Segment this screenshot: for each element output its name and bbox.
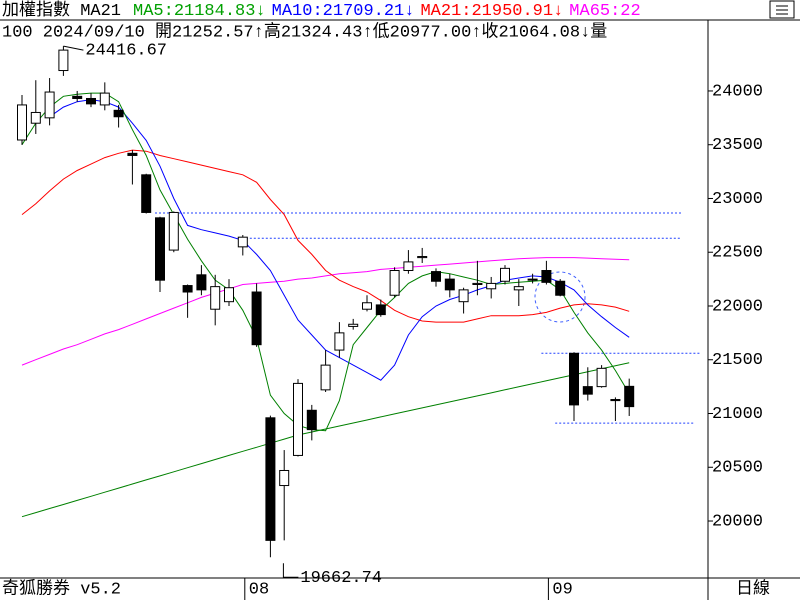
ma-label: MA10:21709.21: [272, 2, 405, 21]
y-tick-label: 23500: [712, 136, 763, 155]
candle-body: [99, 92, 110, 106]
candle-body: [44, 91, 55, 119]
candle-body: [472, 282, 483, 285]
y-tick-label: 24000: [712, 82, 763, 101]
candle-body: [403, 261, 414, 272]
candle-body: [458, 289, 469, 303]
status-line: 100 2024/09/10 開21252.57↑高21324.43↑低2097…: [2, 21, 607, 42]
ma-line: [21, 149, 630, 323]
annotation-leader: [282, 563, 299, 578]
candle-body: [486, 282, 497, 290]
y-tick-label: 20500: [712, 459, 763, 478]
candle-body: [58, 49, 69, 72]
candle-body: [582, 386, 593, 395]
x-tick-label: 09: [552, 580, 572, 599]
candle-body: [86, 97, 96, 105]
candle-body: [348, 323, 359, 327]
candle-body: [334, 332, 345, 351]
ma-label: MA65:22: [569, 2, 640, 21]
x-tick-label: 08: [249, 580, 269, 599]
candle-body: [417, 256, 428, 259]
y-tick-label: 22000: [712, 297, 763, 316]
candle-body: [224, 287, 234, 303]
candle-body: [375, 304, 386, 316]
period[interactable]: 日線: [736, 578, 770, 599]
candle-body: [596, 367, 607, 388]
candle-body: [444, 278, 455, 291]
candle-body: [513, 286, 524, 291]
candle-body: [182, 285, 193, 293]
ma-line: [21, 257, 630, 366]
y-tick-label: 21000: [712, 405, 763, 424]
ma-label: MA21:21950.91: [420, 2, 553, 21]
ma-arrow: ↓: [553, 2, 563, 21]
candle-body: [555, 280, 566, 296]
footer: 奇狐勝券 v5.2: [2, 578, 121, 599]
candle-body: [362, 302, 372, 310]
candle-body: [279, 469, 290, 487]
candle-body: [237, 236, 248, 248]
annotation-leader: [63, 45, 84, 51]
ma-arrow: ↓: [255, 2, 265, 21]
highlight-circle: [534, 271, 586, 323]
candle-body: [141, 174, 152, 213]
candle-body: [569, 352, 579, 406]
chart-title: 加權指數 MA21: [2, 0, 121, 21]
candle-body: [431, 271, 441, 282]
candle-body: [113, 109, 124, 118]
candle-body: [320, 364, 331, 391]
annotation: 24416.67: [85, 42, 167, 61]
y-tick-label: 20000: [712, 513, 763, 532]
candle-body: [17, 104, 27, 141]
ma-line: [21, 362, 630, 518]
candle-body: [541, 270, 552, 283]
window-icon[interactable]: [769, 0, 795, 19]
candle-body: [155, 217, 165, 281]
candle-body: [168, 211, 179, 251]
candle-body: [265, 417, 276, 541]
candle-body: [210, 286, 221, 310]
y-tick-label: 21500: [712, 351, 763, 370]
candle-body: [127, 152, 138, 156]
y-tick-label: 22500: [712, 244, 763, 263]
candle-body: [30, 111, 41, 124]
candle-body: [306, 409, 317, 431]
candle-body: [527, 278, 538, 281]
candle-body: [72, 95, 83, 99]
ma-label: MA5:21184.83: [133, 2, 255, 21]
annotation: 19662.74: [300, 569, 382, 588]
candle-body: [389, 270, 400, 296]
candle-body: [196, 274, 207, 291]
candle-body: [610, 399, 621, 402]
ma-arrow: ↓: [404, 2, 414, 21]
candle-body: [500, 267, 510, 282]
y-tick-label: 23000: [712, 190, 763, 209]
candle-body: [251, 291, 262, 346]
header-row: 加權指數 MA21 MA5:21184.83↓ MA10:21709.21↓ MA21…: [2, 0, 641, 21]
candle-body: [624, 385, 635, 408]
candle-body: [293, 382, 303, 456]
